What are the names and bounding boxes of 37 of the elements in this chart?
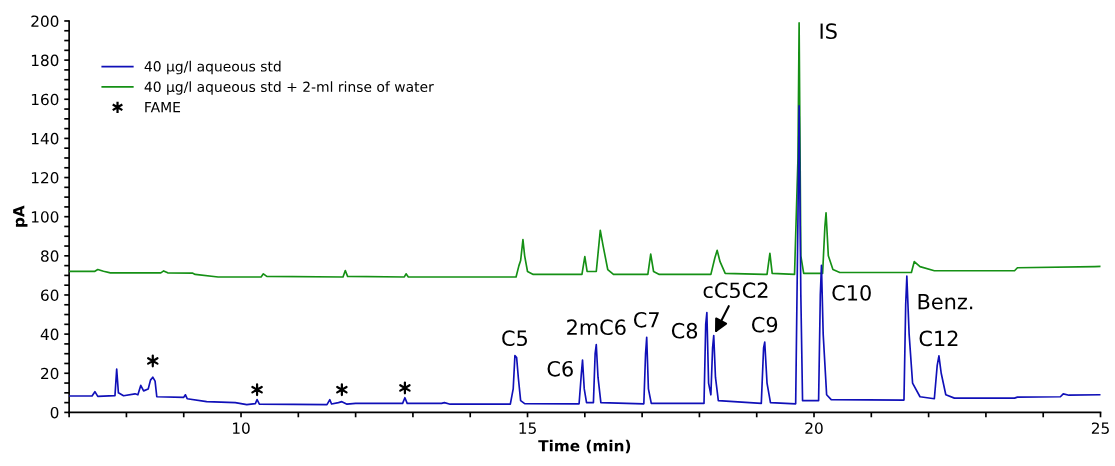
annotation: Benz. (918, 293, 973, 310)
x-tick-label: 10 (232, 422, 250, 434)
annotation: C7 (633, 311, 659, 328)
point (251, 383, 263, 397)
point (399, 381, 411, 395)
y-axis-title: pA (13, 205, 28, 227)
y-tick-label: 160 (31, 93, 59, 106)
annotation: C10 (832, 284, 871, 301)
y-tick-label: 180 (31, 54, 59, 67)
annotation: 2mC6 (567, 319, 626, 336)
annotation: C6 (547, 360, 573, 377)
annotation: cC5C2 (703, 282, 768, 299)
legend-label: 40 µg/l aqueous std + 2-ml rinse of water (144, 81, 434, 95)
point (336, 383, 348, 397)
legend-label: FAME (145, 102, 181, 113)
y-tick-label: 80 (41, 250, 59, 262)
y-tick-label: 140 (31, 132, 59, 145)
line-series (69, 22, 1101, 278)
annotation: C8 (671, 322, 698, 339)
x-tick-label: 25 (1091, 422, 1109, 434)
y-tick-label: 200 (31, 15, 59, 27)
y-tick-label: 40 (40, 328, 59, 341)
annotation: C5 (502, 330, 527, 347)
legend-label: 40 µg/l aqueous std (144, 60, 281, 75)
y-tick-label: 20 (41, 367, 59, 380)
annotation: C12 (919, 330, 958, 347)
x-tick-label: 20 (805, 422, 823, 434)
annotation: IS (820, 23, 837, 40)
point (147, 354, 159, 368)
y-tick-label: 0 (50, 406, 59, 419)
y-tick-label: 120 (31, 172, 59, 184)
y-tick-label: 60 (41, 289, 59, 301)
line-series (69, 104, 1101, 406)
x-tick-label: 15 (519, 422, 536, 434)
x-axis-title: Time (min) (538, 439, 631, 454)
annotation: C9 (752, 316, 778, 333)
y-tick-label: 100 (31, 211, 59, 223)
